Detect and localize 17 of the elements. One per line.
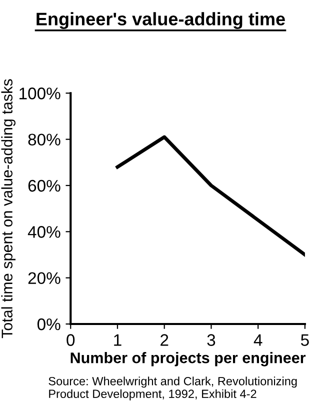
x-tick-label: 2 — [160, 334, 168, 346]
x-tick-label: 5 — [300, 334, 309, 346]
y-tick-label: 40% — [28, 226, 60, 238]
line-series — [116, 135, 305, 256]
x-axis-title: Number of projects per engineer — [70, 352, 306, 366]
y-tick-label: 0% — [37, 318, 60, 330]
y-tick-label: 100% — [20, 88, 60, 100]
x-tick-label: 3 — [207, 334, 216, 346]
y-tick-label: 80% — [28, 134, 60, 146]
x-tick-label: 4 — [254, 334, 262, 346]
x-tick-label: 1 — [114, 334, 122, 346]
source-note: Source: Wheelwright and Clark, Revolutionizing Product Development, 1992, Exhibit 4-2 — [48, 376, 297, 400]
y-tick-label: 60% — [28, 180, 60, 192]
chart-title: Engineer's value-adding time — [36, 12, 285, 30]
y-tick-label: 20% — [28, 272, 60, 284]
y-axis-title: Total time spent on value-adding tasks — [1, 79, 16, 338]
x-tick-label: 0 — [66, 334, 75, 346]
